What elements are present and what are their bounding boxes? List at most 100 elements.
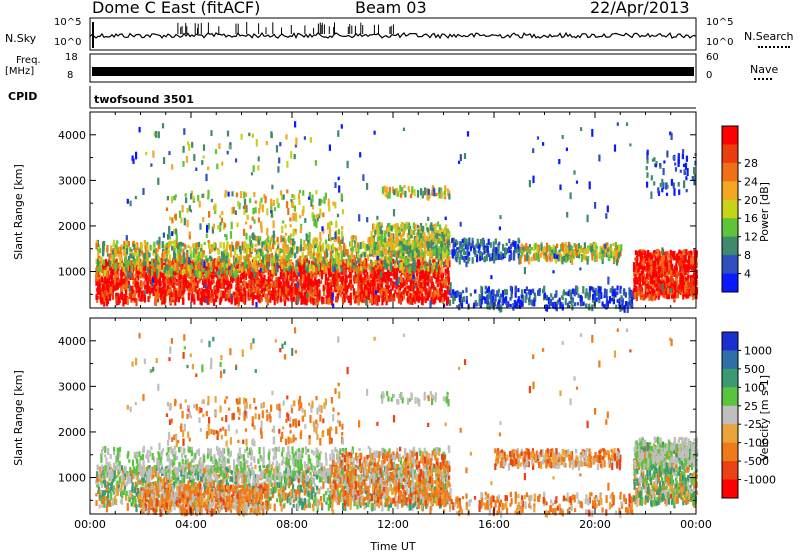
echo-cell [478,299,480,306]
echo-cell [260,276,262,283]
echo-cell [124,257,126,263]
echo-cell [390,262,392,270]
echo-cell [203,250,205,254]
echo-cell [254,248,256,252]
echo-cell [468,257,470,261]
echo-cell [293,271,295,277]
echo-cell [401,262,403,268]
echo-cell [385,242,387,249]
echo-cell [421,261,423,268]
echo-cell [442,297,444,303]
echo-cell [130,262,132,265]
echo-cell [434,248,436,255]
echo-cell [418,269,420,273]
echo-cell [291,248,293,255]
echo-cell [124,297,126,305]
echo-cell [248,268,250,275]
echo-cell [255,244,257,247]
echo-cell [162,287,164,295]
echo-cell [559,298,561,303]
echo-cell [402,223,404,227]
echo-cell [598,254,600,258]
echo-cell [381,235,383,238]
echo-cell [417,225,419,228]
echo-cell [226,256,228,264]
echo-cell [476,243,478,247]
echo-cell [376,244,378,250]
echo-cell [395,223,397,227]
echo-cell [459,295,461,302]
echo-cell [150,247,152,251]
echo-cell [334,259,336,263]
echo-cell [352,246,354,251]
echo-cell [287,298,289,302]
echo-cell [226,294,228,299]
echo-cell [615,251,617,259]
echo-cell [302,274,304,281]
echo-cell [322,267,324,271]
echo-cell [384,238,386,243]
echo-cell [290,297,292,301]
echo-cell [252,264,254,268]
echo-cell [296,260,298,267]
echo-cell [498,242,500,246]
echo-cell [393,244,395,249]
echo-cell [112,250,114,255]
echo-cell [397,236,399,240]
echo-cell [149,276,151,279]
echo-cell [255,266,257,272]
echo-cell [395,228,397,231]
echo-cell [510,286,512,291]
echo-cell [521,244,523,248]
echo-cell [281,264,283,270]
echo-cell [303,296,305,303]
echo-cell [184,244,186,248]
echo-cell [285,272,287,280]
echo-cell [360,242,362,249]
echo-cell [548,253,550,257]
echo-cell [361,294,363,300]
echo-cell [331,237,333,240]
echo-cell [285,279,287,283]
echo-cell [180,271,182,274]
echo-cell [258,240,260,245]
echo-cell [164,267,166,273]
echo-cell [459,257,461,264]
echo-cell [513,242,515,247]
echo-cell [168,283,170,286]
echo-cell [128,281,130,285]
echo-cell [456,290,458,297]
echo-cell [407,285,409,288]
echo-cell [347,249,349,257]
echo-cell [281,249,283,253]
echo-cell [402,252,404,256]
echo-cell [131,286,133,294]
echo-cell [323,261,325,265]
echo-cell [211,246,213,252]
echo-cell [406,291,408,296]
echo-cell [266,254,268,262]
echo-cell [244,282,246,286]
echo-cell [195,261,197,266]
echo-cell [562,297,564,300]
echo-cell [364,266,366,269]
echo-cell [412,297,414,302]
echo-cell [182,290,184,294]
echo-cell [309,245,311,253]
echo-cell [483,296,485,300]
echo-cell [441,275,443,278]
echo-cell [96,278,98,281]
echo-cell [313,237,315,244]
echo-cell [407,278,409,282]
echo-cell [432,282,434,289]
echo-cell [159,265,161,272]
echo-cell [373,262,375,267]
echo-cell [480,252,482,257]
echo-cell [272,244,274,250]
echo-cell [531,247,533,250]
echo-cell [104,270,106,276]
echo-cell [502,244,504,251]
echo-cell [591,253,593,260]
echo-cell [266,286,268,292]
echo-cell [325,266,327,271]
